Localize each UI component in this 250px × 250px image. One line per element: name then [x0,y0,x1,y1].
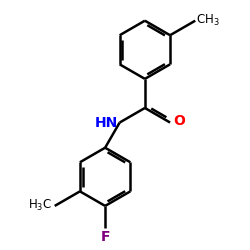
Text: H$_3$C: H$_3$C [28,198,52,214]
Text: HN: HN [95,116,118,130]
Text: CH$_3$: CH$_3$ [196,13,220,28]
Text: F: F [100,230,110,244]
Text: O: O [173,114,185,128]
